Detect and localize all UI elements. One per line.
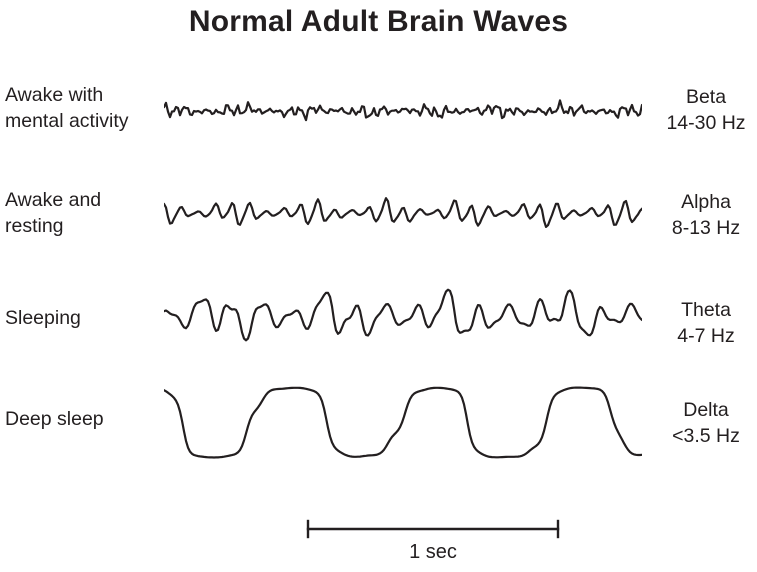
band-name: Beta — [685, 86, 727, 108]
wave-delta — [164, 386, 642, 459]
state-label-line: resting — [5, 215, 64, 237]
state-label-delta: Deep sleep — [5, 406, 165, 432]
state-label-beta: Awake with mental activity — [5, 82, 165, 134]
state-label-theta: Sleeping — [5, 305, 165, 331]
time-scale-bar — [306, 519, 560, 539]
band-name: Alpha — [681, 191, 731, 213]
state-label-alpha: Awake and resting — [5, 187, 165, 239]
band-label-theta: Theta 4-7 Hz — [655, 297, 757, 349]
band-name: Theta — [681, 299, 731, 321]
state-label-line: Deep sleep — [5, 408, 104, 430]
band-range: 14-30 Hz — [666, 112, 746, 134]
wave-alpha — [164, 197, 642, 228]
scale-bar-label: 1 sec — [409, 541, 457, 563]
band-name: Delta — [683, 399, 729, 421]
state-label-line: Sleeping — [5, 307, 81, 329]
band-range: 4-7 Hz — [677, 325, 735, 347]
state-label-line: Awake with — [5, 84, 104, 106]
band-range: 8-13 Hz — [671, 217, 741, 239]
band-range: <3.5 Hz — [672, 425, 740, 447]
state-label-line: mental activity — [5, 110, 129, 132]
wave-theta-trace — [164, 288, 642, 342]
wave-theta — [164, 288, 642, 342]
wave-delta-trace — [164, 386, 642, 459]
state-label-line: Awake and — [5, 189, 102, 211]
band-label-delta: Delta <3.5 Hz — [655, 397, 757, 449]
band-label-alpha: Alpha 8-13 Hz — [655, 189, 757, 241]
wave-alpha-trace — [164, 197, 642, 228]
band-label-beta: Beta 14-30 Hz — [655, 84, 757, 136]
wave-beta — [164, 99, 642, 122]
diagram-title: Normal Adult Brain Waves — [188, 5, 569, 38]
wave-beta-trace — [164, 99, 642, 122]
